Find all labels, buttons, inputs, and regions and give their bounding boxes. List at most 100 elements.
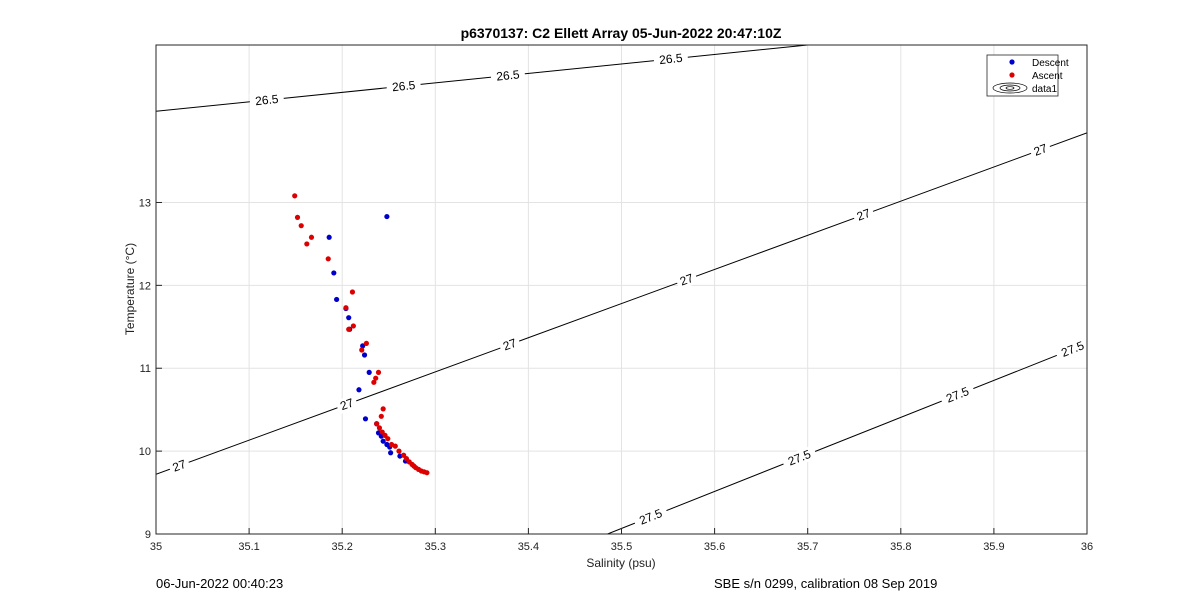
y-tick-label: 9: [145, 529, 151, 541]
ascent-point: [298, 223, 304, 229]
contour-label-bg: [386, 77, 422, 95]
x-tick-label: 35.3: [425, 541, 446, 553]
contour-label-text: 27: [501, 336, 519, 354]
x-tick-label: 35.5: [611, 541, 632, 553]
footer-calibration: SBE s/n 0299, calibration 08 Sep 2019: [714, 576, 938, 591]
contour-label: 27: [1028, 139, 1053, 160]
descent-point: [380, 438, 386, 444]
contour-label-bg: [167, 455, 192, 476]
descent-point: [384, 213, 390, 220]
x-tick-label: 35.8: [890, 541, 911, 553]
x-tick-label: 35.1: [238, 541, 259, 553]
legend: Descent Ascent data1: [986, 54, 1069, 97]
contour-label-text: 27: [855, 206, 873, 224]
contour-label-bg: [939, 382, 976, 408]
x-tick-label: 35.2: [331, 541, 352, 553]
descent-point: [362, 416, 369, 422]
plot-area: 26.526.526.526.527272727272727.527.527.5…: [139, 44, 1093, 553]
series-ascent: [292, 193, 430, 476]
ascent-point: [392, 443, 398, 449]
ascent-point: [424, 470, 430, 476]
y-axis-ticks: 9 10 11 12 13: [139, 197, 162, 541]
legend-contour-icon: [992, 82, 1028, 94]
ascent-point: [375, 369, 382, 375]
contour-label-text: 27: [1032, 141, 1050, 159]
contour-label-text: 26.5: [496, 67, 521, 83]
contour-label: 27: [167, 455, 192, 476]
contour-label-text: 27: [678, 271, 696, 289]
ascent-point: [304, 241, 310, 247]
ascent-point: [396, 448, 402, 454]
descent-point: [388, 450, 394, 456]
legend-box: [986, 54, 1059, 97]
descent-point: [361, 352, 368, 358]
ascent-point: [325, 256, 331, 262]
ascent-point: [385, 436, 391, 442]
descent-point: [331, 270, 337, 276]
ascent-point: [374, 421, 380, 427]
contour-label: 27: [335, 394, 359, 415]
gridlines: [156, 45, 1087, 534]
contour-label-bg: [1054, 336, 1091, 362]
x-tick-label: 36: [1081, 541, 1093, 553]
contour-label: 26.5: [653, 50, 689, 68]
y-tick-label: 11: [140, 363, 151, 375]
x-tick-label: 35: [150, 541, 162, 553]
contour-label-text: 26.5: [391, 78, 416, 94]
legend-descent-label: Descent: [1032, 58, 1069, 69]
descent-point: [326, 234, 332, 240]
x-axis-ticks: 35 35.1 35.2 35.3 35.4 35.5 35.6 35.7 35.8 35.9 36: [150, 528, 1093, 553]
ascent-point: [359, 347, 365, 353]
ascent-point: [373, 375, 379, 381]
contour-label: 27: [497, 334, 522, 355]
contour-line-27: [156, 132, 1087, 475]
contour-label-bg: [335, 394, 359, 415]
contour-label-bg: [780, 444, 818, 471]
legend-descent-marker: [1009, 59, 1015, 65]
legend-ascent-label: Ascent: [1032, 71, 1063, 82]
ascent-point: [349, 289, 356, 295]
descent-point: [366, 369, 372, 375]
contour-label: 27: [851, 204, 876, 225]
descent-point: [356, 387, 362, 393]
y-axis-label: Temperature (°C): [123, 243, 137, 335]
contour-label-bg: [1028, 139, 1053, 160]
y-tick-label: 12: [139, 280, 151, 292]
footer-timestamp: 06-Jun-2022 00:40:23: [156, 576, 284, 591]
data-points: [292, 193, 430, 476]
ascent-point: [346, 326, 352, 332]
contour-label-bg: [653, 50, 689, 68]
contour-label-bg: [851, 204, 876, 225]
legend-data1-label: data1: [1032, 84, 1057, 95]
contour-line-27.5: [607, 342, 1087, 534]
contour-label: 26.5: [249, 91, 285, 109]
contour-label-bg: [249, 91, 285, 109]
contour-label-text: 27: [171, 457, 189, 475]
ascent-point: [343, 305, 349, 311]
y-tick-label: 13: [139, 197, 151, 209]
chart-title: p6370137: C2 Ellett Array 05-Jun-2022 20…: [461, 25, 782, 41]
ascent-point: [378, 413, 384, 419]
x-tick-label: 35.6: [704, 541, 725, 553]
descent-point: [360, 343, 366, 349]
ascent-point: [380, 406, 386, 412]
contour-label-text: 26.5: [659, 51, 684, 67]
contour-label-bg: [490, 66, 526, 85]
x-tick-label: 35.4: [518, 541, 539, 553]
contour-label-bg: [632, 504, 670, 530]
ascent-point: [292, 193, 298, 199]
contour-label-bg: [674, 269, 699, 290]
contour-label-text: 27: [338, 395, 356, 413]
y-tick-label: 10: [139, 446, 151, 458]
legend-ascent-marker: [1009, 72, 1015, 78]
ascent-point: [376, 425, 383, 431]
contour-label-text: 26.5: [254, 92, 279, 108]
descent-point: [334, 296, 340, 303]
x-tick-label: 35.7: [797, 541, 818, 553]
ascent-point: [308, 234, 315, 240]
ascent-point: [350, 323, 356, 329]
contour-label: 27: [674, 269, 699, 290]
x-axis-label: Salinity (psu): [586, 556, 655, 570]
x-tick-label: 35.9: [983, 541, 1004, 553]
